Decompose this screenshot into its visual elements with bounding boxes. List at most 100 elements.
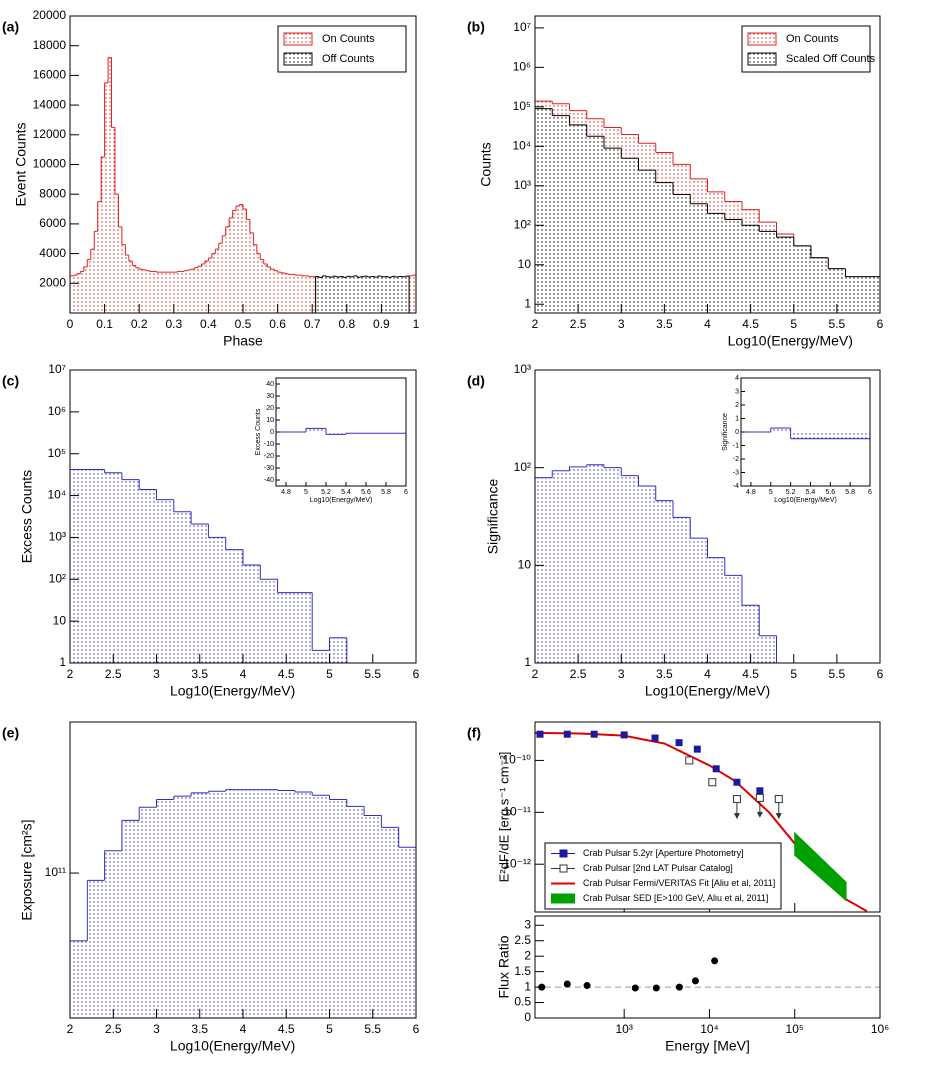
histogram-bin [655,500,673,663]
histogram-bin [312,795,330,1018]
histogram-bin [621,158,639,313]
y-tick-label: 10⁻¹⁰ [503,753,532,767]
histogram-bin [776,237,794,313]
x-tick-label: 0.3 [165,317,182,331]
x-tick-label: 4 [240,667,247,681]
histogram-bin [263,263,268,313]
histogram-bin [409,275,413,313]
data-point [708,778,717,787]
y-tick-label: 10⁶ [48,404,66,418]
y-tick-label: 10 [266,417,274,424]
y-tick-label: 10 [518,558,532,572]
x-tick-label: 4 [704,667,711,681]
y-tick-label: 18000 [33,38,67,52]
x-tick-label: 2 [532,317,539,331]
x-tick-label: 6 [877,667,884,681]
histogram-bin [343,277,347,313]
legend-marker [559,849,568,858]
histogram-bin [364,276,368,313]
histogram-bin [260,259,264,313]
histogram-bin [332,276,337,313]
legend-swatch [747,52,777,66]
histogram-bin [118,226,122,313]
x-tick-label: 2.5 [570,317,587,331]
x-tick-label: 3 [153,1022,160,1036]
data-point [675,739,683,747]
x-axis-label: Log10(Energy/MeV) [170,1038,295,1054]
y-tick-label: 10² [49,571,66,585]
histogram-bin [306,428,326,432]
y-tick-label: -40 [264,477,274,484]
x-tick-label: 5.8 [381,489,391,496]
x-tick-label: 5 [326,667,333,681]
histogram-bin [673,194,691,313]
data-point [711,957,719,965]
histogram-bin [156,499,174,663]
x-axis-label: Log10(Energy/MeV) [310,497,373,504]
y-tick-label: 10⁴ [512,138,531,152]
x-tick-label: 6 [868,489,872,496]
x-tick-label: 2 [67,667,74,681]
histogram-bin [253,244,257,313]
histogram-bin [208,537,226,663]
histogram-bin [742,225,760,313]
histogram-bin [222,235,226,313]
y-tick-label: 1 [59,655,66,669]
histogram-bin [90,249,95,313]
x-tick-label: 3.5 [191,667,208,681]
y-tick-label: 10000 [33,157,67,171]
histogram-bin [402,276,406,313]
legend-swatch [283,52,313,66]
panel-label: (d) [467,373,485,389]
x-tick-label: 5 [326,1022,333,1036]
y-tick-label: 2 [735,402,739,409]
x-tick-label: 0.4 [200,317,217,331]
histogram-bin [114,194,119,313]
panel-label: (c) [2,373,19,389]
x-axis-label: Log10(Energy/MeV) [728,333,853,349]
legend-label: On Counts [322,33,375,45]
x-tick-label: 5 [769,489,773,496]
histogram-bin [80,271,84,313]
histogram-bin [87,880,105,1018]
x-tick-label: 6 [877,317,884,331]
histogram-bin [132,265,136,313]
histogram-bin [142,269,147,313]
x-tick-label: 2.5 [570,667,587,681]
histogram-bin [149,271,154,313]
histogram-bin [125,255,129,313]
legend-swatch [551,893,575,904]
histogram-bin [381,276,385,313]
histogram-bin [83,266,88,313]
histogram-bin [121,244,126,313]
histogram-bin [377,276,382,313]
data-point [583,982,591,990]
histogram-bin [793,245,811,313]
histogram-bin [173,272,178,313]
histogram-bin [384,276,389,313]
x-tick-label: 0.7 [304,317,321,331]
histogram-bin [260,579,278,663]
data-point [675,983,683,991]
histogram-bin [260,789,278,1018]
histogram-bin [139,269,143,313]
y-tick-label: 3 [735,388,739,395]
histogram-bin [87,259,91,313]
data-point [590,730,598,738]
histogram-bin [391,276,396,313]
y-tick-label: 0 [735,429,739,436]
y-tick-label: 10⁻¹¹ [503,804,531,818]
data-point [563,730,571,738]
histogram-bin [184,270,188,313]
x-tick-label: 0.8 [338,317,355,331]
histogram-bin [395,276,399,313]
legend-label: Off Counts [322,53,375,65]
panel-label: (a) [2,19,19,35]
histogram-bin [180,271,185,313]
histogram-bin [194,267,199,313]
x-tick-label: 2.5 [105,1022,122,1036]
x-tick-label: 2 [67,1022,74,1036]
arrow-head [775,813,782,820]
x-axis-label: Log10(Energy/MeV) [645,683,770,699]
